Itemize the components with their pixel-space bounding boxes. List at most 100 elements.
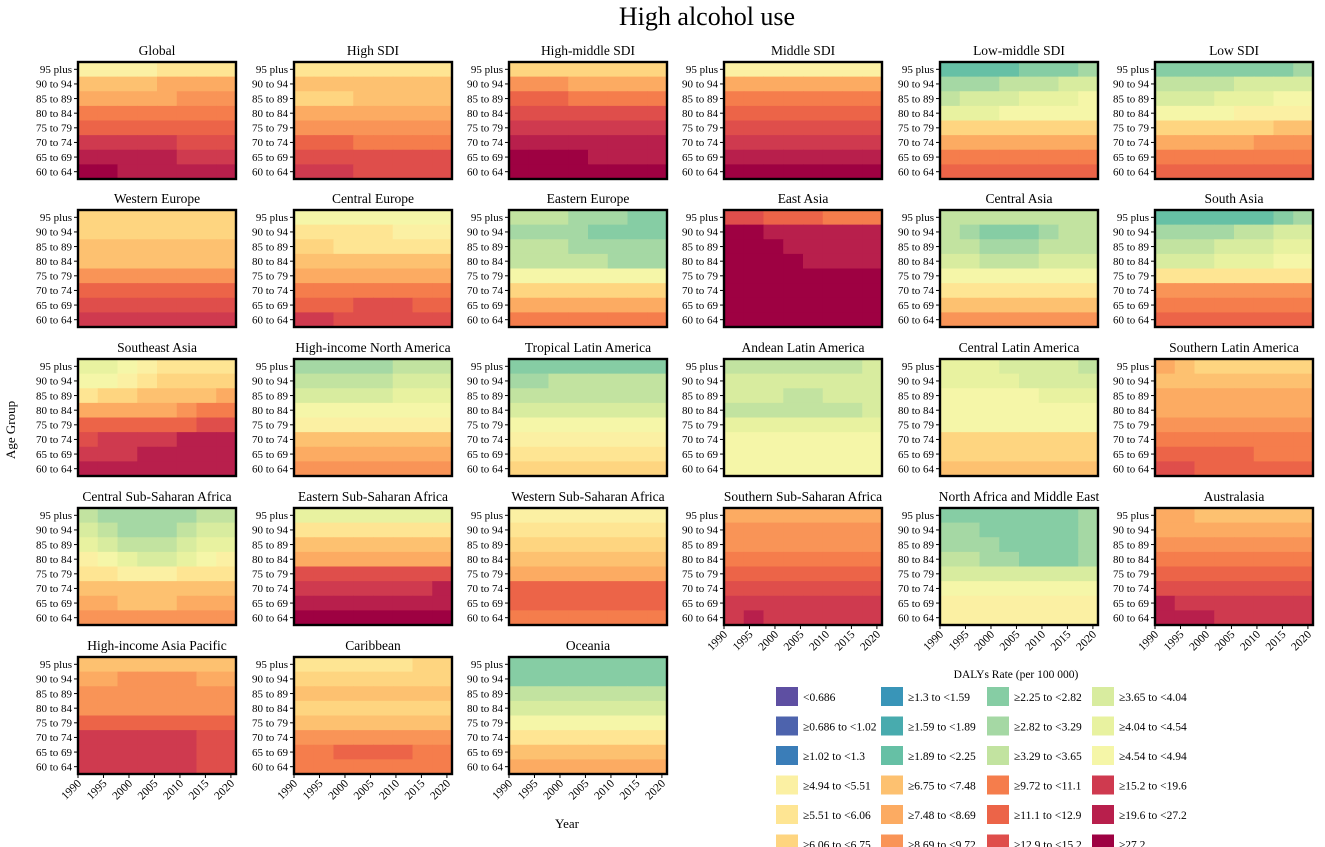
heatmap-cell <box>528 253 550 270</box>
age-tick-label: 90 to 94 <box>36 525 73 537</box>
heatmap-cell <box>940 62 961 78</box>
heatmap-cell <box>313 715 335 731</box>
heatmap-cell <box>822 164 844 180</box>
heatmap-cell <box>1293 388 1314 404</box>
legend-swatch <box>881 834 903 847</box>
heatmap-cell <box>528 715 550 731</box>
heatmap-cell <box>117 551 138 568</box>
age-tick-label: 90 to 94 <box>467 525 504 537</box>
heatmap-cell <box>940 297 961 313</box>
legend-item: ≥4.04 to <4.54 <box>1092 716 1187 736</box>
heatmap-cell <box>647 62 668 78</box>
heatmap-cell <box>97 686 119 702</box>
heatmap-cell <box>1174 388 1196 404</box>
heatmap-cell <box>97 595 119 611</box>
panel-frame <box>938 506 1100 627</box>
heatmap-cell <box>392 610 414 626</box>
heatmap-cell <box>333 62 354 78</box>
heatmap-cell <box>432 446 453 462</box>
heatmap-cell <box>216 417 237 433</box>
heatmap-cell <box>294 359 315 375</box>
heatmap-cell <box>196 551 217 568</box>
heatmap-cell <box>743 210 765 226</box>
heatmap-cell <box>862 610 883 626</box>
heatmap-cell <box>783 551 804 568</box>
heatmap-cell <box>724 91 745 107</box>
year-tick-label: 2005 <box>352 777 377 802</box>
age-tick-label: 95 plus <box>40 510 72 522</box>
heatmap-cell <box>647 120 668 136</box>
heatmap-cell <box>842 417 863 433</box>
age-tick-label: 95 plus <box>902 510 934 522</box>
heatmap-cell <box>392 135 414 151</box>
heatmap-cell <box>959 120 981 136</box>
heatmap-cell <box>1174 76 1196 92</box>
heatmap-cell <box>763 120 784 136</box>
heatmap-cell <box>959 508 981 524</box>
heatmap-cell <box>1019 566 1040 582</box>
age-tick-label: 95 plus <box>471 510 503 522</box>
heatmap-cell <box>940 595 961 611</box>
legend-label: ≥2.82 to <3.29 <box>1014 722 1082 734</box>
heatmap-cell <box>940 522 961 538</box>
heatmap-cell <box>97 551 119 568</box>
heatmap-cell <box>568 581 589 597</box>
heatmap-cell <box>1234 373 1255 389</box>
heatmap-cell <box>1234 508 1255 524</box>
heatmap-cell <box>392 551 414 568</box>
heatmap-cell <box>1078 537 1099 553</box>
heatmap-cell <box>137 283 158 299</box>
heatmap-cell <box>862 402 883 419</box>
heatmap-cell <box>196 312 217 328</box>
heatmap-cell <box>1058 224 1079 240</box>
heatmap-cell <box>432 671 453 687</box>
legend-swatch <box>776 716 798 736</box>
heatmap-cell <box>724 105 745 122</box>
heatmap-cell <box>548 149 569 165</box>
heatmap-cell <box>862 283 883 299</box>
heatmap-cell <box>373 76 394 92</box>
heatmap-cell <box>1078 164 1099 180</box>
heatmap-cell <box>1174 359 1196 375</box>
heatmap-cell <box>803 581 824 597</box>
heatmap-cell <box>1038 210 1060 226</box>
age-tick-label: 60 to 64 <box>467 463 504 475</box>
heatmap-cell <box>548 432 569 448</box>
heatmap-cell <box>1019 210 1040 226</box>
heatmap-cell <box>432 253 453 270</box>
heatmap-cell <box>743 105 765 122</box>
heatmap-cell <box>333 508 354 524</box>
heatmap-cell <box>137 297 158 313</box>
heatmap-cell <box>137 537 158 553</box>
year-tick-label: 2010 <box>161 777 186 802</box>
heatmap-cell <box>763 253 784 270</box>
heatmap-cell <box>117 744 138 760</box>
heatmap-cell <box>216 566 237 582</box>
age-tick-label: 75 to 79 <box>467 420 504 432</box>
legend-label: ≥11.1 to <12.9 <box>1014 810 1082 822</box>
heatmap-cell <box>78 537 99 553</box>
heatmap-cell <box>353 76 374 92</box>
legend-item: ≥2.25 to <2.82 <box>987 687 1082 706</box>
heatmap-cell <box>117 432 138 448</box>
heatmap-cell <box>959 253 981 270</box>
heatmap-cell <box>842 595 863 611</box>
heatmap-cell <box>1293 149 1314 165</box>
heatmap-cell <box>1019 62 1040 78</box>
heatmap-cell <box>724 610 745 626</box>
heatmap-cell <box>763 537 784 553</box>
heatmap-cell <box>1194 253 1215 270</box>
heatmap-cell <box>1038 149 1060 165</box>
heatmap-cell <box>97 744 119 760</box>
heatmap-cell <box>1058 432 1079 448</box>
heatmap-cell <box>1155 537 1176 553</box>
heatmap-cell <box>959 224 981 240</box>
heatmap-cell <box>724 373 745 389</box>
heatmap-cell <box>607 91 629 107</box>
heatmap-cell <box>1155 62 1176 78</box>
heatmap-cell <box>862 461 883 477</box>
heatmap-cell <box>294 566 315 582</box>
heatmap-cell <box>432 657 453 673</box>
